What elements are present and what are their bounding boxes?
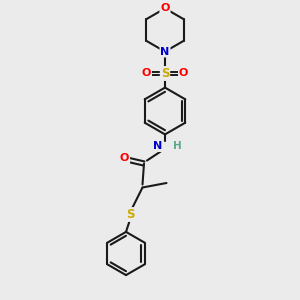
Text: O: O bbox=[160, 3, 170, 14]
Text: O: O bbox=[120, 153, 129, 164]
Text: N: N bbox=[160, 46, 169, 57]
Text: O: O bbox=[179, 68, 188, 79]
Text: H: H bbox=[173, 141, 182, 151]
Text: S: S bbox=[126, 208, 135, 221]
Text: S: S bbox=[161, 67, 169, 80]
Text: O: O bbox=[142, 68, 151, 79]
Text: N: N bbox=[153, 141, 163, 151]
